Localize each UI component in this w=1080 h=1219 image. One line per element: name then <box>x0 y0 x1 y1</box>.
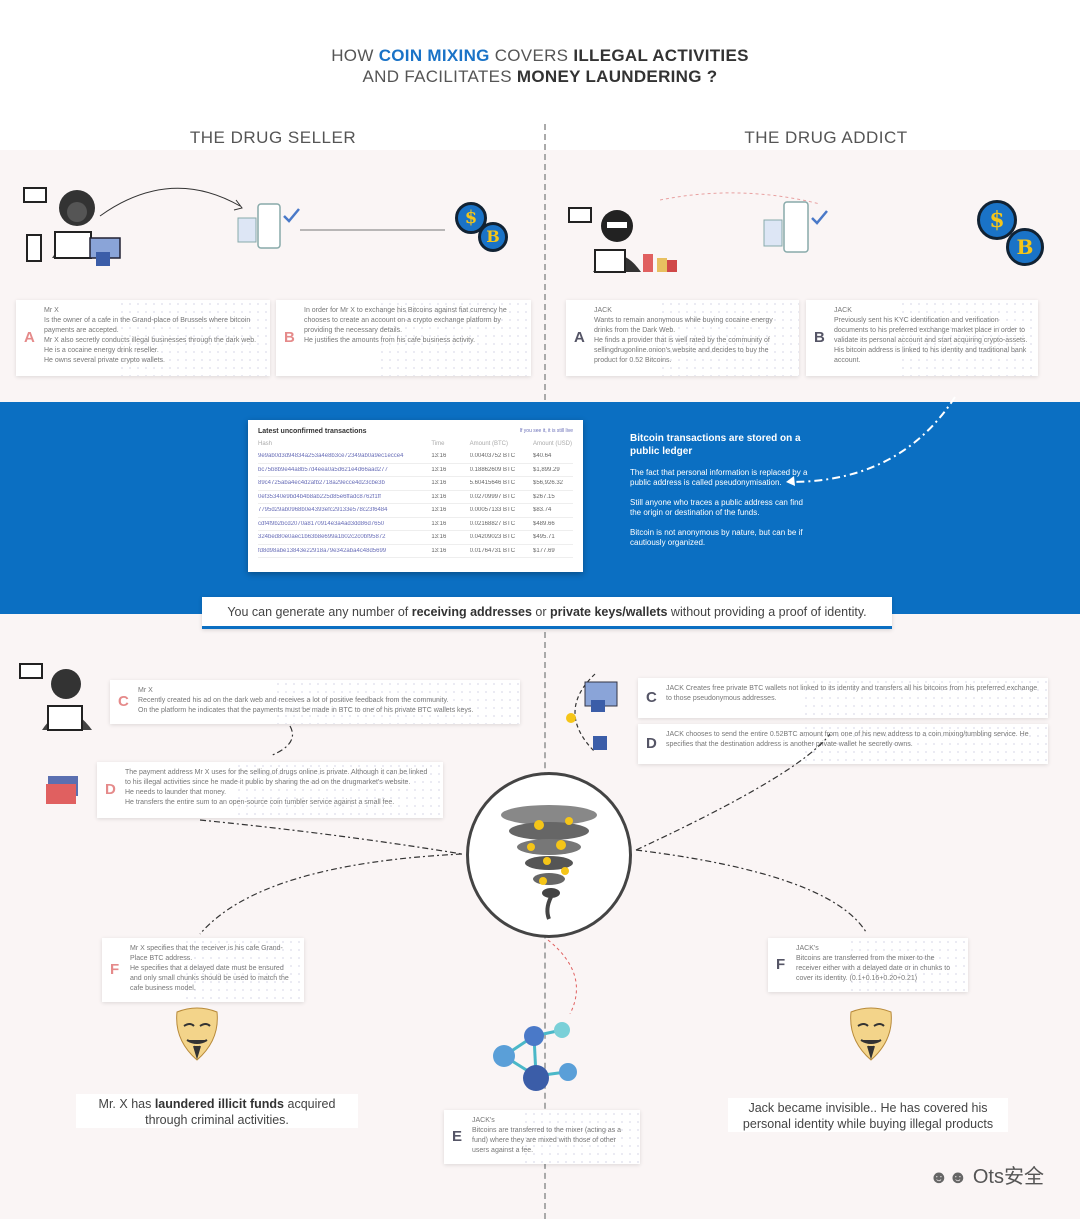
card-text: JACK Previously sent his KYC identificat… <box>834 307 1028 364</box>
bitcoin-coin-icon-addict: B <box>1006 228 1044 266</box>
watermark: ☻☻ Ots安全 <box>929 1166 1044 1188</box>
ledger-row: bc75b8b9e44a8b57d4eea0a5d621e4d66aad277 1… <box>258 464 573 477</box>
addict-card-d: D JACK chooses to send the entire 0.52BT… <box>638 724 1048 764</box>
ledger-row: fd8d98abe13843e22918a79e342aba4c48d5699 1… <box>258 545 573 558</box>
seller-card-b: B In order for Mr X to exchange his Bitc… <box>276 300 531 376</box>
ledger-info-p1: The fact that personal information is re… <box>630 468 808 487</box>
card-letter: E <box>452 1128 463 1145</box>
seller-card-a: A Mr X Is the owner of a cafe in the Gra… <box>16 300 270 376</box>
private-wallets-icon <box>566 673 618 753</box>
card-text: JACK Creates free private BTC wallets no… <box>666 685 1038 702</box>
kyc-phone-icon-addict <box>763 201 828 253</box>
line-kyc-to-coins-seller <box>300 229 445 231</box>
ledger-link: If you see it, it is still live <box>519 428 573 434</box>
bitcoin-coin-icon: B <box>478 222 508 252</box>
ledger-row: 9e9ab0d3d94834a253a4e8b3ce72349ab0a9ec1e… <box>258 450 573 464</box>
card-letter: A <box>24 329 35 346</box>
ledger-title: Latest unconfirmed transactions <box>258 428 367 435</box>
arrow-addict-to-kyc <box>660 192 821 205</box>
card-text: Mr X Recently created his ad on the dark… <box>138 687 474 714</box>
seller-card-d: D The payment address Mr X uses for the … <box>97 762 443 818</box>
ledger-row: 324bed80e0aec1b63b8e699a1b02c2c0bf95872 1… <box>258 531 573 545</box>
hacker-seller-icon-2 <box>19 663 92 731</box>
card-letter: B <box>284 329 295 346</box>
wechat-icon: ☻☻ <box>929 1167 968 1187</box>
column-head-addict: THE DRUG ADDICT <box>744 128 908 147</box>
wallet-cards-icon <box>46 776 78 804</box>
card-letter: F <box>110 961 120 978</box>
page-title-line2: AND FACILITATES MONEY LAUNDERING ? <box>362 67 718 86</box>
anonymous-mask-icon-right <box>850 1007 892 1061</box>
column-head-seller: THE DRUG SELLER <box>189 128 357 147</box>
card-text: Mr X Is the owner of a cafe in the Grand… <box>44 307 257 364</box>
anonymous-mask-icon-left <box>176 1007 218 1061</box>
card-letter: B <box>814 329 825 346</box>
identity-banner: You can generate any number of receiving… <box>202 597 892 629</box>
coin-mixer-circle <box>466 772 632 938</box>
ledger-row: 7795d29ab0968b0e4393efc29133e578c23f6484… <box>258 504 573 518</box>
card-letter: A <box>574 329 585 346</box>
card-letter: C <box>646 689 657 706</box>
card-text: JACK chooses to send the entire 0.52BTC … <box>666 731 1029 748</box>
ledger-arrow <box>786 396 956 486</box>
ledger-row: cdf4f9b2bcd2070a8170914e3a4ad3dd86d7650 1… <box>258 518 573 531</box>
card-letter: C <box>118 693 129 710</box>
ledger-row: 89c4725aba4ec4d2afb2718a29ecce4d23cbe3b 1… <box>258 477 573 491</box>
addict-card-b: B JACK Previously sent his KYC identific… <box>806 300 1038 376</box>
hacker-addict-icon <box>568 207 677 273</box>
card-text: JACK Wants to remain anonymous while buy… <box>594 307 773 364</box>
card-letter: D <box>646 735 657 752</box>
transactions-ledger: Latest unconfirmed transactions If you se… <box>248 420 583 572</box>
ledger-info-heading: Bitcoin transactions are stored on a pub… <box>630 433 801 457</box>
addict-card-c: C JACK Creates free private BTC wallets … <box>638 678 1048 718</box>
ledger-info: Bitcoin transactions are stored on a pub… <box>630 432 810 558</box>
ledger-row: 0ef35340e9bd4b4b8ab225d85e6ffadc8762f1ff… <box>258 491 573 504</box>
hacker-seller-icon <box>23 187 121 266</box>
addict-card-e: E JACK's Bitcoins are transferred to the… <box>444 1110 640 1164</box>
kyc-phone-icon-seller <box>237 203 300 249</box>
network-users-icon <box>493 1022 577 1091</box>
seller-card-f: F Mr X specifies that the receiver is hi… <box>102 938 304 1002</box>
center-divider-top <box>544 124 546 400</box>
card-text: The payment address Mr X uses for the se… <box>125 769 428 806</box>
page-title-line1: HOW COIN MIXING COVERS ILLEGAL ACTIVITIE… <box>331 46 749 65</box>
ledger-info-p2: Still anyone who traces a public address… <box>630 498 803 517</box>
card-text: Mr X specifies that the receiver is his … <box>130 945 289 992</box>
card-letter: D <box>105 781 116 798</box>
addict-card-a: A JACK Wants to remain anonymous while b… <box>566 300 799 376</box>
arrow-seller-to-kyc <box>99 187 243 217</box>
addict-outcome-caption: Jack became invisible.. He has covered h… <box>728 1098 1008 1132</box>
tornado-icon <box>501 805 597 920</box>
card-letter: F <box>776 956 786 973</box>
card-text: JACK's Bitcoins are transferred from the… <box>796 945 951 982</box>
ledger-header: Hash Time Amount (BTC) Amount (USD) <box>258 441 572 447</box>
card-text: JACK's Bitcoins are transferred to the m… <box>472 1117 622 1154</box>
mixer-connectors <box>199 725 867 1014</box>
addict-card-f: F JACK's Bitcoins are transferred from t… <box>768 938 968 992</box>
card-text: In order for Mr X to exchange his Bitcoi… <box>304 307 507 344</box>
seller-card-c: C Mr X Recently created his ad on the da… <box>110 680 520 724</box>
seller-outcome-caption: Mr. X has laundered illicit funds acquir… <box>76 1094 358 1128</box>
ledger-info-p3: Bitcoin is not anonymous by nature, but … <box>630 528 803 547</box>
